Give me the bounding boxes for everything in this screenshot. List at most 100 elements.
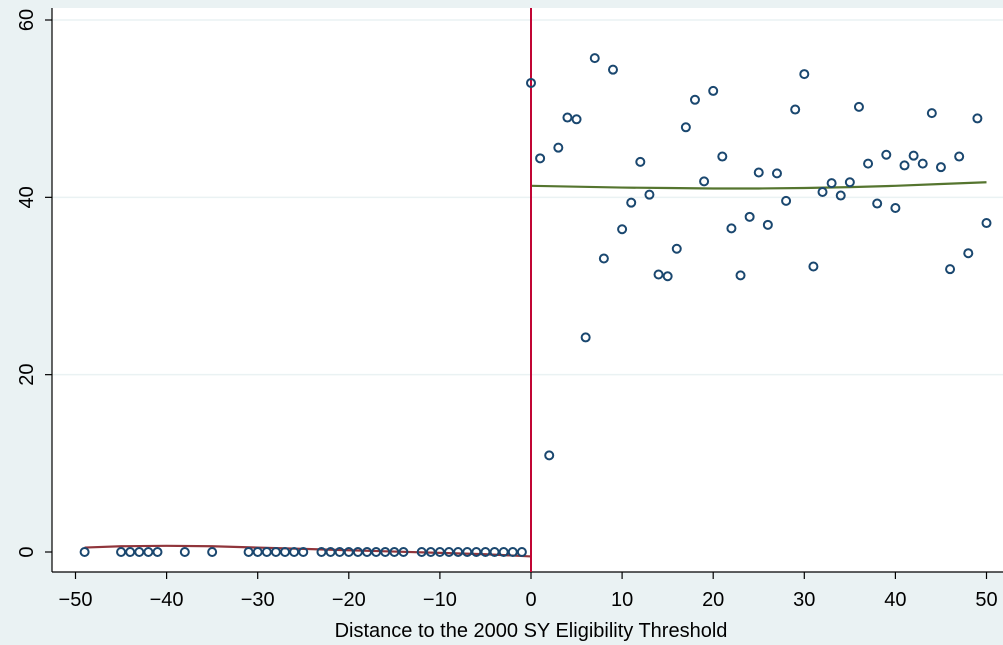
data-point [844,177,855,188]
data-point [535,153,546,164]
data-point [890,202,901,213]
data-point [644,189,655,200]
data-point [425,547,436,557]
data-point [79,547,90,557]
data-point [462,547,473,557]
y-tick-label: 0 [16,546,38,557]
data-point [280,547,291,557]
x-tick-label: 20 [702,589,724,611]
data-point [908,150,919,161]
data-point [872,198,883,209]
data-point [334,547,345,557]
data-point [662,271,673,282]
data-point [116,547,127,557]
tick-labels: −50 −40 −30 −20 −10 0 10 20 30 40 50 0 20 40 60 [16,9,998,611]
plot-area [52,8,1003,572]
data-point [380,547,391,557]
data-point [981,218,992,229]
data-point [653,269,664,280]
data-point [790,104,801,115]
data-point [680,122,691,133]
data-point [526,77,536,88]
y-tick-label: 40 [16,186,38,208]
data-point [717,151,728,162]
data-point [863,158,874,169]
data-point [817,187,828,198]
data-point [471,547,482,557]
data-point [771,168,782,179]
x-tick-label: −30 [241,589,275,611]
x-axis-title: Distance to the 2000 SY Eligibility Thre… [335,620,728,642]
data-point [316,547,327,557]
data-point [298,547,309,557]
data-point [726,223,737,234]
data-point [516,547,527,557]
data-point [553,142,564,153]
data-point [917,158,928,169]
data-point [152,547,163,557]
data-point [544,450,555,461]
data-point [808,261,819,272]
data-point [744,211,755,222]
x-tick-label: −10 [423,589,457,611]
data-point [835,190,846,201]
data-point [134,547,145,557]
data-point [799,69,810,80]
data-point [607,64,618,75]
data-point [689,94,700,105]
data-point [589,53,600,64]
data-point [671,243,682,254]
data-point [562,112,573,123]
data-point [626,197,637,208]
x-tick-label: 10 [611,589,633,611]
data-point [781,195,792,206]
data-point [289,547,300,557]
data-point [480,547,491,557]
axes [45,8,1003,579]
data-point [270,547,281,557]
data-point [708,85,719,96]
x-tick-label: 50 [975,589,997,611]
data-point [735,270,746,281]
data-point [252,547,263,557]
data-point [416,547,427,557]
x-tick-label: 0 [525,589,536,611]
data-point [954,151,965,162]
data-point [762,219,773,230]
x-tick-label: 40 [884,589,906,611]
data-point [179,547,190,557]
data-point [261,547,272,557]
y-tick-label: 20 [16,364,38,386]
data-point [972,113,983,124]
data-point [826,178,837,189]
scatter-points [79,53,992,557]
data-point [598,253,609,264]
data-point [635,156,646,167]
data-point [371,547,382,557]
data-point [143,547,154,557]
data-point [899,160,910,171]
data-point [963,248,974,259]
x-tick-label: −50 [59,589,93,611]
y-tick-label: 60 [16,9,38,31]
data-point [926,108,937,119]
data-point [571,114,582,125]
data-point [453,547,464,557]
data-point [389,547,400,557]
data-point [699,176,710,187]
data-point [507,547,518,557]
x-tick-label: −40 [150,589,184,611]
data-point [243,547,254,557]
data-point [398,547,409,557]
x-tick-label: 30 [793,589,815,611]
data-point [580,332,591,343]
data-point [498,547,509,557]
data-point [343,547,354,557]
data-point [935,162,946,173]
data-point [207,547,218,557]
data-point [881,149,892,160]
data-point [617,224,628,235]
fit-line-right [530,181,987,190]
